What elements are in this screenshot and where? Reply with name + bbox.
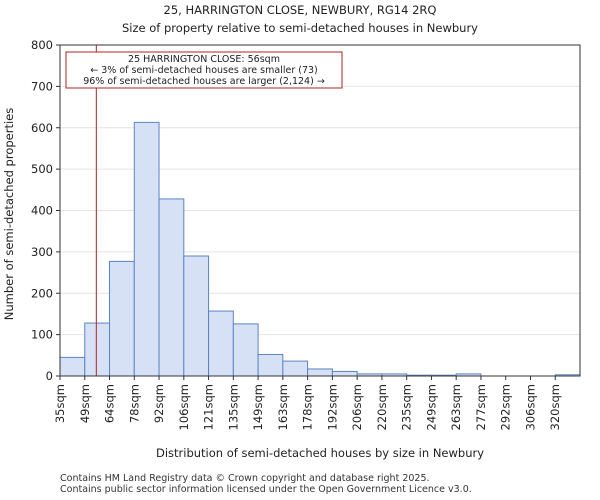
- footer-line-2: Contains public sector information licen…: [60, 484, 472, 495]
- y-tick-label: 800: [31, 38, 53, 52]
- histogram-bar: [84, 322, 111, 377]
- histogram-bar: [307, 368, 333, 377]
- histogram-bars: [59, 121, 581, 377]
- x-tick-label: 64sqm: [103, 384, 117, 423]
- footer: Contains HM Land Registry data © Crown c…: [60, 473, 472, 495]
- annotation-line-2: ← 3% of semi-detached houses are smaller…: [90, 65, 318, 76]
- y-tick-label: 100: [31, 328, 53, 342]
- chart-title: 25, HARRINGTON CLOSE, NEWBURY, RG14 2RQ: [164, 3, 437, 17]
- y-tick-label: 400: [31, 204, 53, 218]
- x-tick-label: 121sqm: [202, 384, 216, 430]
- histogram-bar: [208, 310, 234, 377]
- histogram-bar: [133, 121, 160, 377]
- chart-subtitle: Size of property relative to semi-detach…: [122, 21, 478, 35]
- x-tick-label: 135sqm: [226, 384, 240, 430]
- x-tick-label: 206sqm: [350, 384, 364, 430]
- y-tick-label: 700: [31, 79, 53, 93]
- x-axis: 35sqm 49sqm 64sqm 78sqm 92sqm 106sqm 121sqm 135…: [53, 376, 562, 430]
- x-tick-label: 235sqm: [400, 384, 414, 430]
- y-axis-label: Number of semi-detached properties: [2, 108, 16, 320]
- histogram-bar: [158, 198, 185, 377]
- annotation-line-3: 96% of semi-detached houses are larger (…: [83, 76, 325, 87]
- x-tick-label: 306sqm: [523, 384, 537, 430]
- x-tick-label: 292sqm: [499, 384, 513, 430]
- footer-line-1: Contains HM Land Registry data © Crown c…: [60, 473, 430, 484]
- x-tick-label: 192sqm: [325, 384, 339, 430]
- histogram-bar: [59, 356, 86, 377]
- x-tick-label: 35sqm: [53, 384, 67, 423]
- histogram-bar: [183, 255, 210, 377]
- x-tick-label: 106sqm: [177, 384, 191, 430]
- x-tick-label: 220sqm: [375, 384, 389, 430]
- annotation-box: 25 HARRINGTON CLOSE: 56sqm ← 3% of semi-…: [65, 51, 343, 89]
- histogram-bar: [331, 370, 358, 377]
- histogram-bar: [232, 323, 259, 377]
- annotation-frame: [65, 51, 343, 89]
- x-tick-label: 178sqm: [301, 384, 315, 430]
- histogram-bar: [257, 353, 284, 377]
- y-tick-label: 600: [31, 121, 53, 135]
- x-tick-label: 263sqm: [449, 384, 463, 430]
- annotation-line-1: 25 HARRINGTON CLOSE: 56sqm: [128, 54, 280, 65]
- x-tick-label: 320sqm: [548, 384, 562, 430]
- x-tick-label: 78sqm: [127, 384, 141, 423]
- x-tick-label: 249sqm: [424, 384, 438, 430]
- histogram-bar: [109, 260, 135, 377]
- y-axis: 0 100 200 300 400 500 600 700 800: [31, 38, 60, 383]
- x-tick-label: 92sqm: [152, 384, 166, 423]
- y-tick-label: 300: [31, 245, 53, 259]
- x-tick-label: 277sqm: [474, 384, 488, 430]
- x-axis-label: Distribution of semi-detached houses by …: [156, 446, 484, 460]
- y-tick-label: 500: [31, 162, 53, 176]
- x-tick-label: 163sqm: [276, 384, 290, 430]
- y-tick-label: 0: [46, 369, 53, 383]
- y-tick-label: 200: [31, 286, 53, 300]
- histogram-bar: [282, 360, 309, 377]
- x-tick-label: 149sqm: [251, 384, 265, 430]
- x-tick-label: 49sqm: [78, 384, 92, 423]
